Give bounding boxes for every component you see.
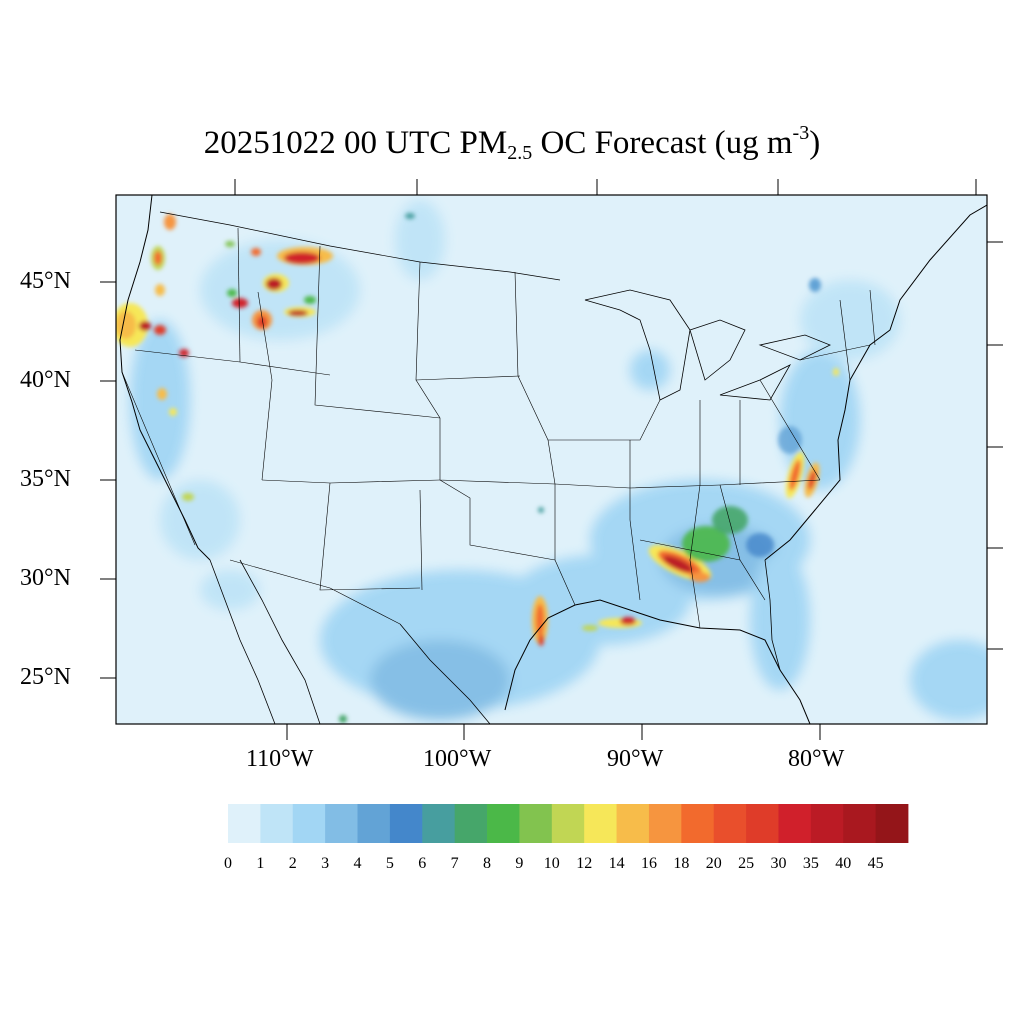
title-prefix: 20251022 00 UTC PM [203,125,508,161]
right-ticks [987,241,1003,650]
colorbar-label-9: 9 [515,855,524,872]
colorbar-label-6: 6 [418,855,427,872]
colorbar-swatch-0 [228,804,261,843]
colorbar-swatch-15 [713,804,747,843]
colorbar-label-20: 45 [867,855,884,872]
map-frame [115,194,988,725]
title-superscript: -3 [792,122,810,144]
lon-label-100: 100°W [423,746,492,772]
lon-label-110: 110°W [246,746,314,772]
colorbar-label-1: 1 [256,855,265,872]
colorbar-label-2: 2 [288,855,297,872]
colorbar-swatch-13 [648,804,682,843]
lon-label-90: 90°W [607,746,664,772]
lat-label-30: 30°N [20,565,71,591]
plume-layer [116,213,839,723]
map-field [116,195,987,724]
colorbar-label-12: 14 [608,855,625,872]
colorbar-swatch-10 [551,804,585,843]
colorbar-swatch-5 [389,804,423,843]
colorbar-swatch-19 [843,804,877,843]
haze-layer [130,200,987,720]
colorbar-label-19: 40 [835,855,852,872]
colorbar-label-15: 20 [705,855,722,872]
colorbar-swatch-2 [292,804,326,843]
colorbar-label-10: 10 [543,855,560,872]
colorbar-swatch-6 [422,804,456,843]
colorbar-swatch-18 [810,804,844,843]
colorbar-label-0: 0 [224,855,232,872]
colorbar-swatch-16 [746,804,779,843]
bottom-ticks [286,724,821,740]
colorbar-label-7: 7 [450,855,459,872]
colorbar-swatch-7 [454,804,488,843]
colorbar-label-8: 8 [483,855,492,872]
colorbar [228,804,909,843]
colorbar-label-14: 18 [673,855,690,872]
colorbar-swatch-12 [616,804,650,843]
left-ticks [100,281,116,679]
colorbar-swatch-8 [487,804,520,843]
lat-label-35: 35°N [20,466,71,492]
lat-label-25: 25°N [20,664,71,690]
colorbar-label-3: 3 [321,855,330,872]
colorbar-label-5: 5 [385,855,394,872]
lat-label-40: 40°N [20,367,71,393]
colorbar-swatch-4 [357,804,391,843]
colorbar-swatch-3 [325,804,358,843]
colorbar-swatch-17 [778,804,812,843]
colorbar-swatch-20 [875,804,909,843]
title-subscript: 2.5 [507,142,533,164]
title-mid: OC Forecast (ug m [532,125,793,161]
colorbar-label-16: 25 [738,855,755,872]
lat-label-45: 45°N [20,268,71,294]
colorbar-swatch-1 [260,804,294,843]
map-title: 20251022 00 UTC PM2.5 OC Forecast (ug m-… [0,122,1024,165]
title-suffix: ) [809,125,821,161]
colorbar-swatch-14 [681,804,715,843]
colorbar-swatch-11 [584,804,617,843]
colorbar-swatch-9 [519,804,553,843]
boundary-lines [119,195,987,724]
colorbar-label-18: 35 [802,855,819,872]
colorbar-label-13: 16 [640,855,657,872]
top-ticks [234,179,977,195]
colorbar-label-17: 30 [770,855,787,872]
lon-label-80: 80°W [788,746,845,772]
colorbar-label-4: 4 [353,855,362,872]
colorbar-label-11: 12 [576,855,593,872]
